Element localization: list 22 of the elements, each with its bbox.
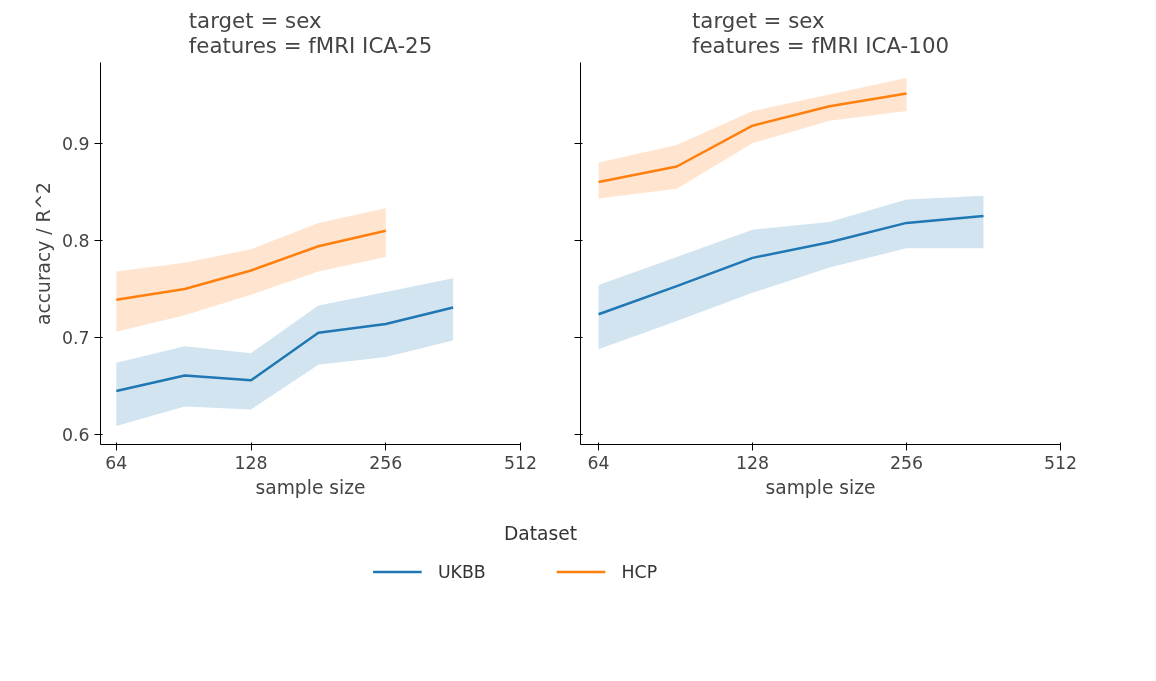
x-tick-label: 128 [234,452,268,473]
line-series [115,306,455,393]
x-tick-label: 64 [587,452,610,473]
y-tick-label: 0.7 [61,328,90,349]
y-tick-label: 0.6 [61,425,90,446]
legend-title: Dataset [503,523,578,544]
x-tick-label: 512 [1043,452,1078,473]
y-tick-label: 0.9 [61,133,90,154]
x-axis-title: sample size [255,476,366,498]
line-series [115,229,388,301]
legend-label: HCP [621,562,658,582]
x-tick-label: 128 [736,452,770,473]
x-axis-title: sample size [765,476,876,498]
legend-label: UKBB [437,562,486,582]
x-tick-label: 256 [889,452,924,473]
y-axis-title: accuracy / R^2 [32,182,54,325]
x-tick-label: 256 [369,452,403,473]
y-tick-label: 0.8 [61,230,90,251]
chart-title: target = sex features = fMRI ICA-100 [691,7,950,58]
x-tick-label: 512 [503,452,538,473]
x-tick-label: 64 [105,452,128,473]
chart-title: target = sex features = fMRI ICA-25 [188,7,433,58]
